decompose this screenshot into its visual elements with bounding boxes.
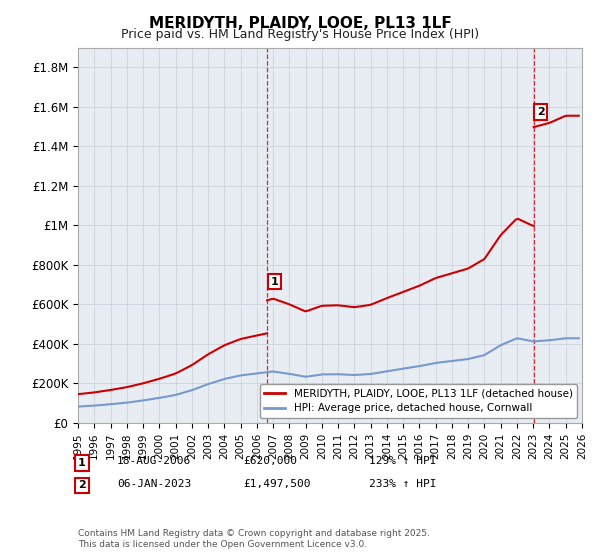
Legend: MERIDYTH, PLAIDY, LOOE, PL13 1LF (detached house), HPI: Average price, detached : MERIDYTH, PLAIDY, LOOE, PL13 1LF (detach… bbox=[260, 384, 577, 418]
Text: 1: 1 bbox=[78, 458, 86, 468]
Text: 129% ↑ HPI: 129% ↑ HPI bbox=[369, 456, 437, 466]
Text: 2: 2 bbox=[537, 107, 545, 117]
Text: £1,497,500: £1,497,500 bbox=[243, 479, 311, 489]
Text: 233% ↑ HPI: 233% ↑ HPI bbox=[369, 479, 437, 489]
Text: Price paid vs. HM Land Registry's House Price Index (HPI): Price paid vs. HM Land Registry's House … bbox=[121, 28, 479, 41]
Text: 2: 2 bbox=[78, 480, 86, 491]
Text: MERIDYTH, PLAIDY, LOOE, PL13 1LF: MERIDYTH, PLAIDY, LOOE, PL13 1LF bbox=[149, 16, 451, 31]
Text: 18-AUG-2006: 18-AUG-2006 bbox=[117, 456, 191, 466]
Text: Contains HM Land Registry data © Crown copyright and database right 2025.
This d: Contains HM Land Registry data © Crown c… bbox=[78, 529, 430, 549]
Text: 06-JAN-2023: 06-JAN-2023 bbox=[117, 479, 191, 489]
Text: 1: 1 bbox=[271, 277, 278, 287]
Text: £620,000: £620,000 bbox=[243, 456, 297, 466]
